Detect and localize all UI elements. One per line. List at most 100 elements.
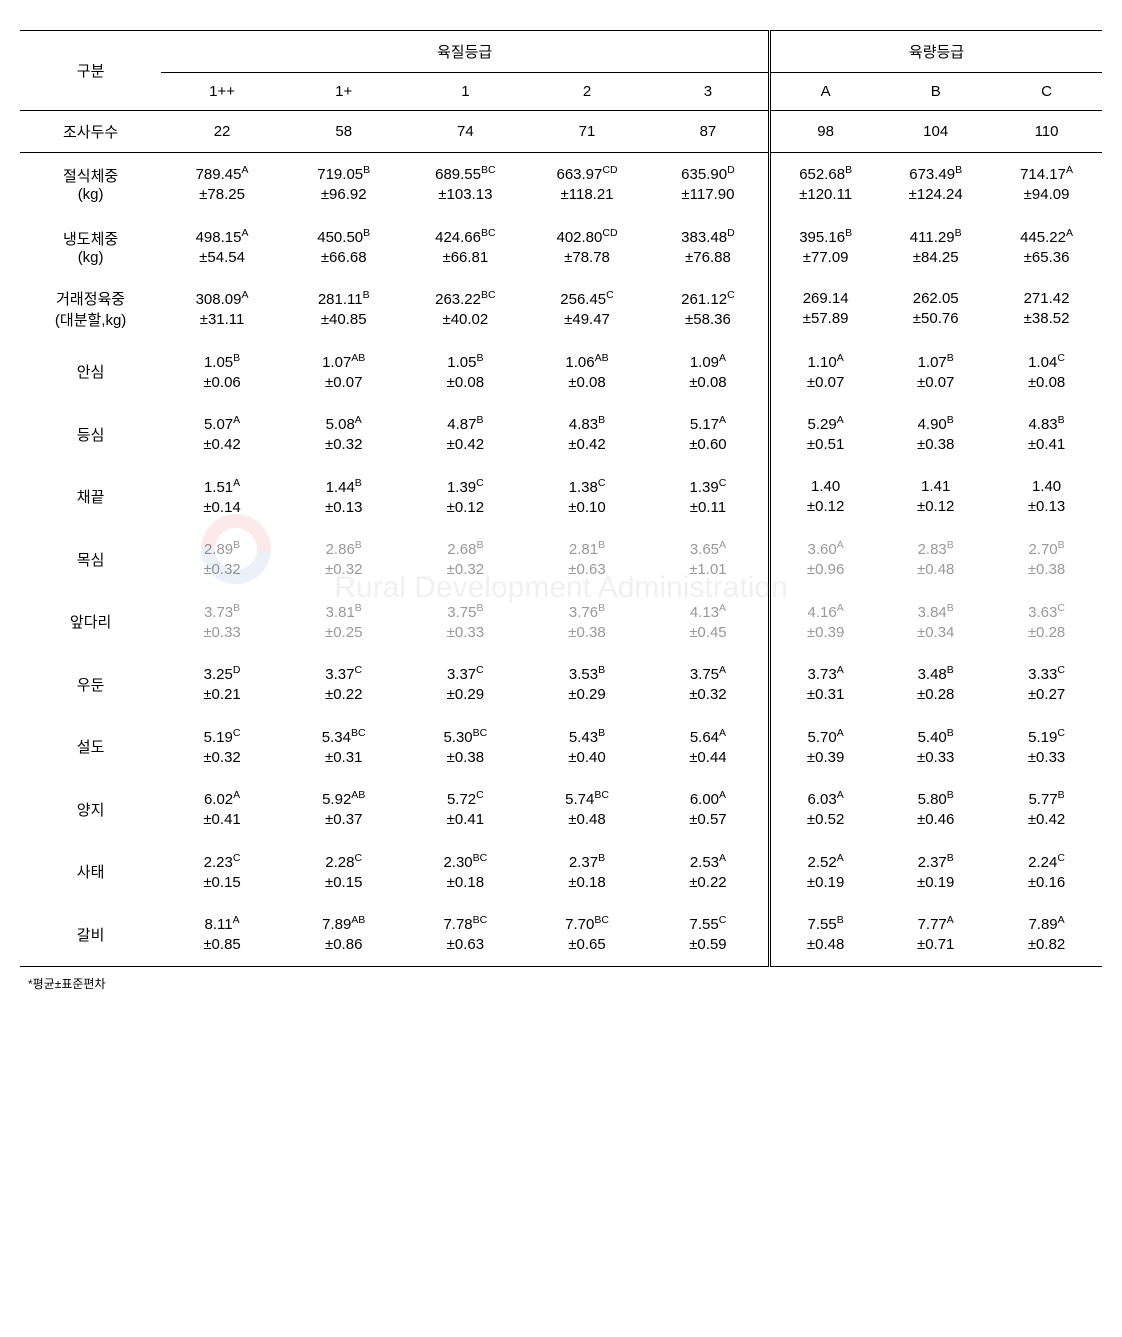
cell-y: 673.49B±124.24 xyxy=(880,153,991,216)
cell-q: 5.34BC±0.31 xyxy=(283,716,405,779)
cell-q: 5.30BC±0.38 xyxy=(405,716,527,779)
row-label: 우둔 xyxy=(20,653,161,716)
cell-q: 1.06AB±0.08 xyxy=(526,341,648,404)
cell-y: 5.40B±0.33 xyxy=(880,716,991,779)
cell-q: 256.45C±49.47 xyxy=(526,278,648,341)
cell-q: 3.81B±0.25 xyxy=(283,591,405,654)
cell-q: 5.17A±0.60 xyxy=(648,403,770,466)
table-row: 절식체중(kg)789.45A±78.25719.05B±96.92689.55… xyxy=(20,153,1102,216)
row-label: 양지 xyxy=(20,778,161,841)
cell-y: 6.03A±0.52 xyxy=(770,778,881,841)
cell-y: 2.37B±0.19 xyxy=(880,841,991,904)
cell-q: 2.28C±0.15 xyxy=(283,841,405,904)
cell-q: 6.02A±0.41 xyxy=(161,778,283,841)
cell-q: 635.90D±117.90 xyxy=(648,153,770,216)
cell-q: 1.38C±0.10 xyxy=(526,466,648,529)
cell-y: 2.24C±0.16 xyxy=(991,841,1102,904)
row-label: 설도 xyxy=(20,716,161,779)
count-y-2: 110 xyxy=(991,111,1102,153)
header-y-1: B xyxy=(880,73,991,111)
cell-q: 689.55BC±103.13 xyxy=(405,153,527,216)
cell-y: 411.29B±84.25 xyxy=(880,216,991,279)
cell-q: 6.00A±0.57 xyxy=(648,778,770,841)
cell-y: 4.90B±0.38 xyxy=(880,403,991,466)
cell-q: 3.53B±0.29 xyxy=(526,653,648,716)
table-row: 거래정육중(대분할,kg)308.09A±31.11281.11B±40.852… xyxy=(20,278,1102,341)
cell-q: 3.25D±0.21 xyxy=(161,653,283,716)
row-label: 갈비 xyxy=(20,903,161,966)
header-q-3: 2 xyxy=(526,73,648,111)
cell-y: 1.04C±0.08 xyxy=(991,341,1102,404)
cell-q: 281.11B±40.85 xyxy=(283,278,405,341)
cell-q: 5.72C±0.41 xyxy=(405,778,527,841)
header-quality-group: 육질등급 xyxy=(161,31,769,73)
cell-q: 261.12C±58.36 xyxy=(648,278,770,341)
count-q-3: 71 xyxy=(526,111,648,153)
cell-q: 1.39C±0.11 xyxy=(648,466,770,529)
cell-y: 1.07B±0.07 xyxy=(880,341,991,404)
table-row: 앞다리3.73B±0.333.81B±0.253.75B±0.333.76B±0… xyxy=(20,591,1102,654)
row-label: 거래정육중(대분할,kg) xyxy=(20,278,161,341)
table-row: 안심1.05B±0.061.07AB±0.071.05B±0.081.06AB±… xyxy=(20,341,1102,404)
cell-q: 5.07A±0.42 xyxy=(161,403,283,466)
cell-q: 5.43B±0.40 xyxy=(526,716,648,779)
cell-y: 3.60A±0.96 xyxy=(770,528,881,591)
cell-q: 2.37B±0.18 xyxy=(526,841,648,904)
table-row: 등심5.07A±0.425.08A±0.324.87B±0.424.83B±0.… xyxy=(20,403,1102,466)
count-q-2: 74 xyxy=(405,111,527,153)
cell-q: 5.64A±0.44 xyxy=(648,716,770,779)
cell-q: 1.07AB±0.07 xyxy=(283,341,405,404)
cell-q: 7.89AB±0.86 xyxy=(283,903,405,966)
table-row: 우둔3.25D±0.213.37C±0.223.37C±0.293.53B±0.… xyxy=(20,653,1102,716)
header-y-2: C xyxy=(991,73,1102,111)
cell-q: 450.50B±66.68 xyxy=(283,216,405,279)
cell-q: 8.11A±0.85 xyxy=(161,903,283,966)
cell-q: 5.92AB±0.37 xyxy=(283,778,405,841)
count-q-1: 58 xyxy=(283,111,405,153)
row-label: 채끝 xyxy=(20,466,161,529)
cell-y: 1.40±0.12 xyxy=(770,466,881,529)
cell-q: 3.73B±0.33 xyxy=(161,591,283,654)
cell-q: 663.97CD±118.21 xyxy=(526,153,648,216)
cell-q: 3.37C±0.22 xyxy=(283,653,405,716)
header-q-4: 3 xyxy=(648,73,770,111)
data-table: 구분 육질등급 육량등급 1++ 1+ 1 2 3 A B C 조사두수2258… xyxy=(20,30,1102,967)
cell-q: 1.51A±0.14 xyxy=(161,466,283,529)
cell-q: 5.74BC±0.48 xyxy=(526,778,648,841)
header-yield-group: 육량등급 xyxy=(770,31,1103,73)
cell-y: 714.17A±94.09 xyxy=(991,153,1102,216)
count-y-0: 98 xyxy=(770,111,881,153)
cell-q: 263.22BC±40.02 xyxy=(405,278,527,341)
table-row: 설도5.19C±0.325.34BC±0.315.30BC±0.385.43B±… xyxy=(20,716,1102,779)
cell-y: 7.55B±0.48 xyxy=(770,903,881,966)
cell-y: 4.16A±0.39 xyxy=(770,591,881,654)
count-y-1: 104 xyxy=(880,111,991,153)
cell-q: 3.65A±1.01 xyxy=(648,528,770,591)
cell-y: 271.42±38.52 xyxy=(991,278,1102,341)
cell-q: 2.23C±0.15 xyxy=(161,841,283,904)
cell-q: 1.05B±0.08 xyxy=(405,341,527,404)
cell-y: 3.84B±0.34 xyxy=(880,591,991,654)
cell-y: 262.05±50.76 xyxy=(880,278,991,341)
cell-y: 5.70A±0.39 xyxy=(770,716,881,779)
cell-q: 3.37C±0.29 xyxy=(405,653,527,716)
table-row: 갈비8.11A±0.857.89AB±0.867.78BC±0.637.70BC… xyxy=(20,903,1102,966)
cell-y: 2.70B±0.38 xyxy=(991,528,1102,591)
cell-y: 1.41±0.12 xyxy=(880,466,991,529)
cell-y: 445.22A±65.36 xyxy=(991,216,1102,279)
cell-y: 652.68B±120.11 xyxy=(770,153,881,216)
header-q-1: 1+ xyxy=(283,73,405,111)
cell-y: 7.77A±0.71 xyxy=(880,903,991,966)
cell-q: 3.76B±0.38 xyxy=(526,591,648,654)
cell-q: 4.83B±0.42 xyxy=(526,403,648,466)
cell-q: 4.87B±0.42 xyxy=(405,403,527,466)
cell-q: 402.80CD±78.78 xyxy=(526,216,648,279)
row-label: 등심 xyxy=(20,403,161,466)
cell-q: 3.75A±0.32 xyxy=(648,653,770,716)
cell-y: 2.83B±0.48 xyxy=(880,528,991,591)
cell-q: 2.86B±0.32 xyxy=(283,528,405,591)
cell-q: 5.08A±0.32 xyxy=(283,403,405,466)
cell-q: 383.48D±76.88 xyxy=(648,216,770,279)
cell-y: 3.73A±0.31 xyxy=(770,653,881,716)
row-label: 목심 xyxy=(20,528,161,591)
